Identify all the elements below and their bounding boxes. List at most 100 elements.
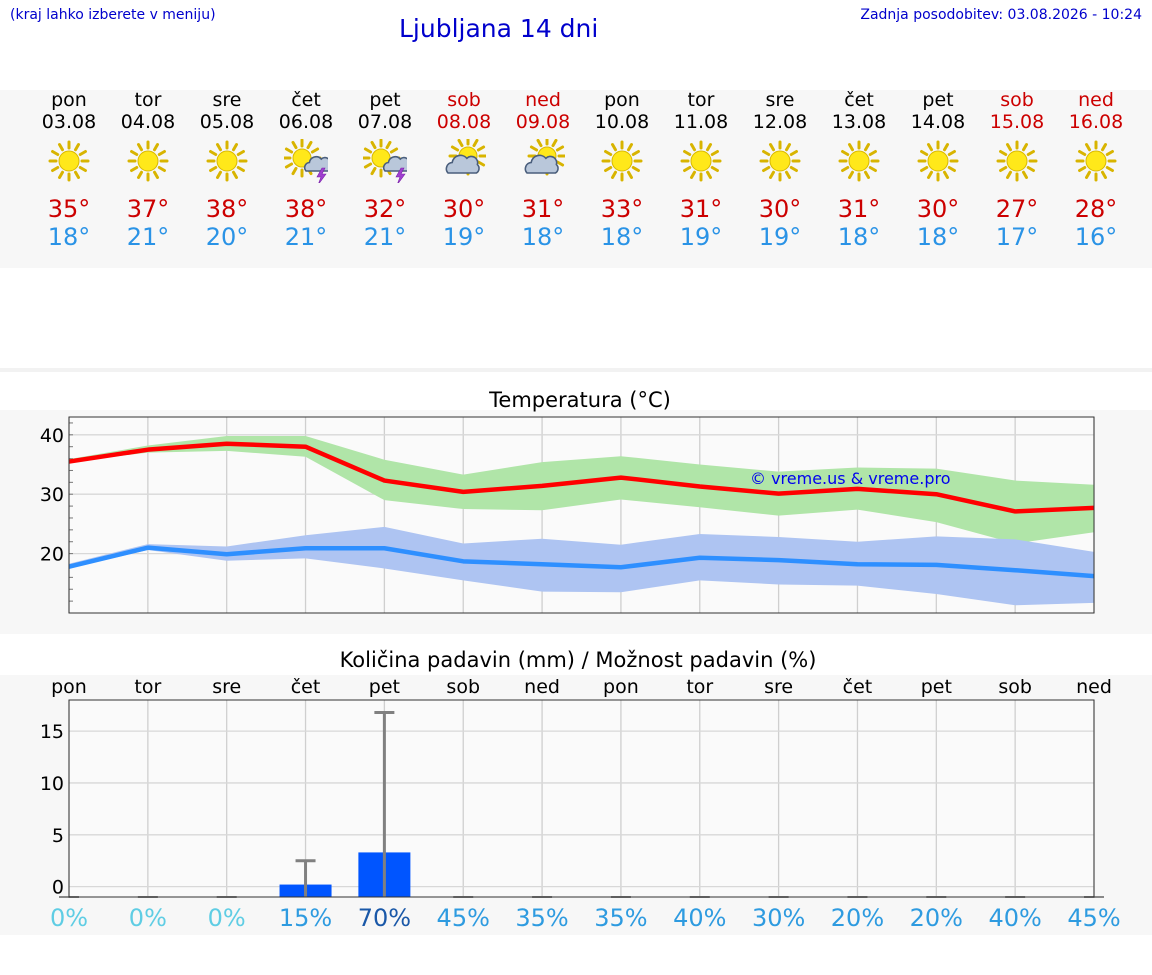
- sun-cloud-icon: [524, 136, 567, 176]
- day-forecast: sob 08.08 30° 19°: [424, 89, 504, 251]
- x-tick-label: čet: [291, 676, 321, 698]
- day-name: pet: [369, 89, 401, 111]
- sun-icon: [1075, 140, 1117, 182]
- day-forecast: sre 05.08 38° 20°: [187, 89, 267, 251]
- sun-icon: [601, 140, 643, 182]
- temp-high: 31°: [837, 195, 881, 223]
- x-tick-label: sob: [998, 676, 1032, 698]
- temp-low: 21°: [284, 223, 328, 251]
- y-tick-label: 40: [40, 425, 64, 447]
- x-tick-label: pon: [51, 676, 87, 698]
- divider: [0, 368, 1152, 372]
- day-date: 11.08: [673, 111, 729, 133]
- high-temp-range-band: [69, 436, 1094, 544]
- day-forecast: čet 06.08 38° 21°: [266, 89, 346, 251]
- day-name: sob: [1000, 89, 1034, 111]
- temp-low: 18°: [521, 223, 565, 251]
- temp-high: 37°: [126, 195, 170, 223]
- day-date: 09.08: [515, 111, 571, 133]
- plot-frame: [68, 416, 1095, 614]
- precip-probability: 0%: [129, 904, 167, 932]
- day-date: 15.08: [989, 111, 1045, 133]
- temp-high: 31°: [521, 195, 565, 223]
- day-date: 03.08: [41, 111, 97, 133]
- day-forecast: pon 10.08 33° 18°: [582, 89, 662, 251]
- day-forecast: pet 14.08 30° 18°: [898, 89, 978, 251]
- x-tick-label: sre: [764, 676, 793, 698]
- temp-low: 16°: [1074, 223, 1118, 251]
- day-name: čet: [291, 89, 321, 111]
- day-date: 13.08: [831, 111, 887, 133]
- day-name: ned: [1078, 89, 1114, 111]
- precip-probability: 0%: [208, 904, 246, 932]
- day-name: pet: [922, 89, 954, 111]
- y-tick-label: 20: [40, 544, 64, 566]
- precip-probability: 20%: [910, 904, 963, 932]
- day-date: 12.08: [752, 111, 808, 133]
- temp-low: 18°: [916, 223, 960, 251]
- precip-probability: 70%: [358, 904, 411, 932]
- x-tick-label: čet: [843, 676, 873, 698]
- day-name: čet: [844, 89, 874, 111]
- plot-area: [69, 700, 1094, 897]
- temp-low: 18°: [837, 223, 881, 251]
- temp-low: 17°: [995, 223, 1039, 251]
- day-forecast: ned 09.08 31° 18°: [503, 89, 583, 251]
- temp-low: 19°: [679, 223, 723, 251]
- sun-icon: [127, 140, 169, 182]
- x-tick-label: tor: [134, 676, 161, 698]
- precip-probability: 40%: [673, 904, 726, 932]
- low-temp-line: [68, 545, 1095, 579]
- sun-icon: [838, 140, 880, 182]
- precip-probability: 35%: [515, 904, 568, 932]
- temp-low: 21°: [126, 223, 170, 251]
- day-forecast: tor 11.08 31° 19°: [661, 89, 741, 251]
- day-name: tor: [134, 89, 162, 111]
- precip-probability: 15%: [279, 904, 332, 932]
- day-forecast: pet 07.08 32° 21°: [345, 89, 425, 251]
- day-date: 05.08: [199, 111, 255, 133]
- chart-title: Temperatura (°C): [488, 388, 671, 412]
- y-tick-label: 30: [40, 484, 64, 506]
- day-forecast: pon 03.08 35° 18°: [29, 89, 109, 251]
- chart-title: Količina padavin (mm) / Možnost padavin …: [340, 648, 817, 672]
- y-tick-label: 15: [40, 721, 64, 743]
- y-tick-label: 0: [52, 877, 64, 899]
- temp-low: 19°: [442, 223, 486, 251]
- temp-low: 18°: [600, 223, 644, 251]
- watermark: © vreme.us & vreme.pro: [750, 469, 951, 488]
- temp-high: 30°: [758, 195, 802, 223]
- day-name: ned: [525, 89, 561, 111]
- sun-icon: [917, 140, 959, 182]
- temp-high: 38°: [284, 195, 328, 223]
- temperature-chart: Temperatura (°C) 20 30 40 © vreme.us & vreme…: [40, 388, 1095, 614]
- location-hint: (kraj lahko izberete v meniju): [10, 7, 216, 23]
- day-forecast: tor 04.08 37° 21°: [108, 89, 188, 251]
- sun-icon: [206, 140, 248, 182]
- precip-probability: 30%: [752, 904, 805, 932]
- day-date: 06.08: [278, 111, 334, 133]
- plot-frame: [68, 699, 1095, 898]
- page-title: Ljubljana 14 dni: [399, 14, 599, 43]
- x-tick-label: pet: [921, 676, 952, 698]
- day-date: 16.08: [1068, 111, 1124, 133]
- temp-high: 28°: [1074, 195, 1118, 223]
- precip-probability: 45%: [437, 904, 490, 932]
- day-forecast: čet 13.08 31° 18°: [819, 89, 899, 251]
- precip-probability: 20%: [831, 904, 884, 932]
- sun-storm-icon: [361, 138, 411, 186]
- sun-icon: [759, 140, 801, 182]
- temp-low: 21°: [363, 223, 407, 251]
- day-date: 10.08: [594, 111, 650, 133]
- y-tick-label: 5: [52, 825, 64, 847]
- day-name: sob: [447, 89, 481, 111]
- x-tick-label: ned: [1076, 676, 1112, 698]
- day-name: tor: [687, 89, 715, 111]
- day-date: 04.08: [120, 111, 176, 133]
- day-name: pon: [604, 89, 640, 111]
- temp-high: 38°: [205, 195, 249, 223]
- sun-icon: [680, 140, 722, 182]
- x-tick-label: ned: [524, 676, 560, 698]
- temp-high: 33°: [600, 195, 644, 223]
- precip-probability: 0%: [50, 904, 88, 932]
